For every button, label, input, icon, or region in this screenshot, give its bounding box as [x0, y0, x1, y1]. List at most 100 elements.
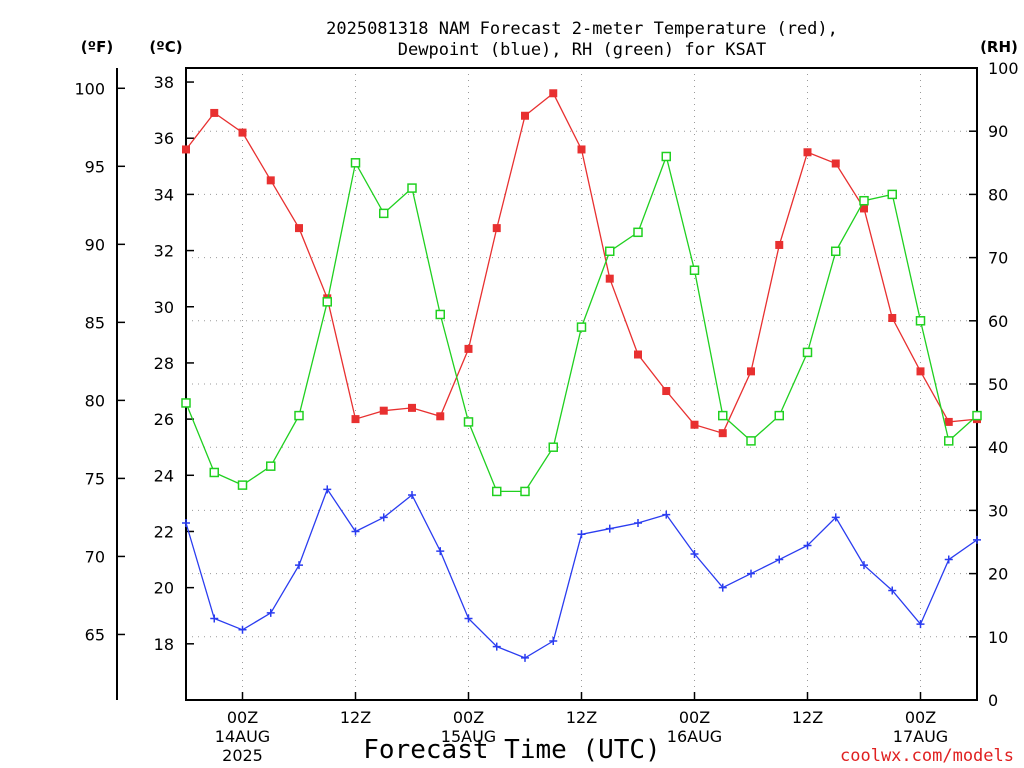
series-layer — [181, 89, 982, 662]
rh-point — [379, 208, 389, 219]
dewpoint-point — [605, 524, 614, 533]
rh-tick-label: 100 — [988, 59, 1019, 78]
temperature-point — [351, 415, 360, 424]
grid-lines — [186, 68, 977, 700]
date-tick-label: 17AUG — [893, 727, 948, 746]
rh-tick-label: 20 — [988, 565, 1008, 584]
rh-tick-label: 40 — [988, 438, 1008, 457]
temperature-point — [464, 344, 473, 353]
time-tick-label: 12Z — [340, 708, 371, 727]
credit-link[interactable]: coolwx.com/models — [840, 746, 1014, 766]
rh-point — [746, 436, 756, 446]
axes: 1820222426283032343638657075808590951000… — [74, 59, 1018, 765]
temperature-line — [185, 92, 978, 434]
time-tick-label: 00Z — [453, 708, 484, 727]
dewpoint-point — [408, 490, 416, 499]
dewpoint-point — [747, 569, 755, 578]
celsius-tick-label: 20 — [154, 579, 174, 598]
rh-point — [181, 398, 191, 408]
rh-point — [237, 480, 248, 490]
dewpoint-point — [182, 519, 190, 528]
fahrenheit-unit-label: (ºF) — [81, 38, 113, 56]
year-tick-label: 2025 — [222, 746, 263, 765]
rh-point — [859, 195, 869, 206]
temperature-point — [718, 429, 727, 438]
temperature-point — [944, 417, 953, 426]
time-tick-label: 12Z — [566, 708, 597, 727]
dewpoint-point — [803, 541, 812, 550]
celsius-tick-label: 34 — [154, 185, 174, 204]
temperature-point — [492, 224, 501, 233]
rh-point — [972, 410, 982, 421]
rh-tick-label: 50 — [988, 375, 1008, 394]
rh-point — [322, 297, 332, 307]
date-tick-label: 14AUG — [215, 727, 270, 746]
rh-tick-label: 60 — [988, 312, 1008, 331]
dewpoint-point — [436, 547, 445, 556]
dewpoint-point — [888, 586, 897, 595]
rh-point — [407, 183, 417, 193]
dewpoint-point — [351, 527, 360, 536]
rh-point — [633, 227, 643, 238]
chart-title-line1: 2025081318 NAM Forecast 2-meter Temperat… — [326, 19, 838, 39]
rh-point — [548, 442, 558, 452]
temperature-point — [210, 108, 219, 117]
time-tick-label: 12Z — [792, 708, 823, 727]
rh-point — [492, 486, 502, 497]
temperature-point — [690, 420, 699, 429]
temperature-point — [521, 111, 529, 120]
time-tick-label: 00Z — [679, 708, 710, 727]
rh-tick-label: 80 — [988, 185, 1008, 204]
date-tick-label: 16AUG — [667, 727, 722, 746]
celsius-tick-label: 38 — [154, 73, 174, 92]
rh-point — [718, 410, 728, 421]
dewpoint-point — [662, 510, 671, 519]
rh-point — [294, 410, 304, 421]
rh-point — [887, 189, 897, 200]
dewpoint-point — [379, 513, 388, 522]
temperature-point — [888, 313, 897, 322]
fahrenheit-tick-label: 95 — [85, 157, 105, 176]
temperature-point — [436, 412, 445, 421]
fahrenheit-tick-label: 90 — [85, 235, 105, 254]
x-axis-label: Forecast Time (UTC) — [363, 735, 660, 765]
date-tick-label: 15AUG — [441, 727, 496, 746]
celsius-tick-label: 22 — [154, 522, 174, 541]
temperature-point — [577, 145, 586, 154]
celsius-tick-label: 36 — [154, 129, 174, 148]
chart-title-line2: Dewpoint (blue), RH (green) for KSAT — [398, 40, 766, 60]
dewpoint-point — [295, 561, 303, 570]
rh-tick-label: 0 — [988, 691, 998, 710]
dewpoint-point — [238, 625, 247, 634]
dewpoint-point — [323, 485, 332, 494]
rh-point — [266, 461, 276, 471]
dewpoint-point — [775, 555, 784, 564]
rh-tick-label: 90 — [988, 122, 1008, 141]
dewpoint-point — [690, 549, 699, 558]
dewpoint-point — [549, 637, 558, 646]
temperature-point — [238, 128, 247, 137]
rh-point — [576, 322, 587, 332]
temperature-point — [605, 274, 614, 283]
celsius-tick-label: 28 — [154, 354, 174, 373]
celsius-tick-label: 30 — [154, 298, 174, 317]
rh-point — [944, 436, 954, 446]
rh-point — [661, 151, 671, 162]
temperature-point — [182, 145, 190, 154]
dewpoint-point — [266, 608, 275, 617]
dewpoint-point — [831, 513, 840, 522]
fahrenheit-tick-label: 80 — [85, 391, 105, 410]
temperature-point — [803, 148, 812, 157]
rh-tick-label: 70 — [988, 249, 1008, 268]
rh-tick-label: 10 — [988, 628, 1008, 647]
rh-point — [831, 246, 841, 257]
rh-point — [605, 246, 615, 257]
dewpoint-point — [210, 614, 219, 623]
time-tick-label: 00Z — [905, 708, 936, 727]
fahrenheit-tick-label: 75 — [85, 469, 105, 488]
celsius-tick-label: 26 — [154, 410, 174, 429]
temperature-point — [634, 350, 642, 359]
temperature-point — [295, 224, 303, 233]
temperature-point — [266, 176, 275, 185]
